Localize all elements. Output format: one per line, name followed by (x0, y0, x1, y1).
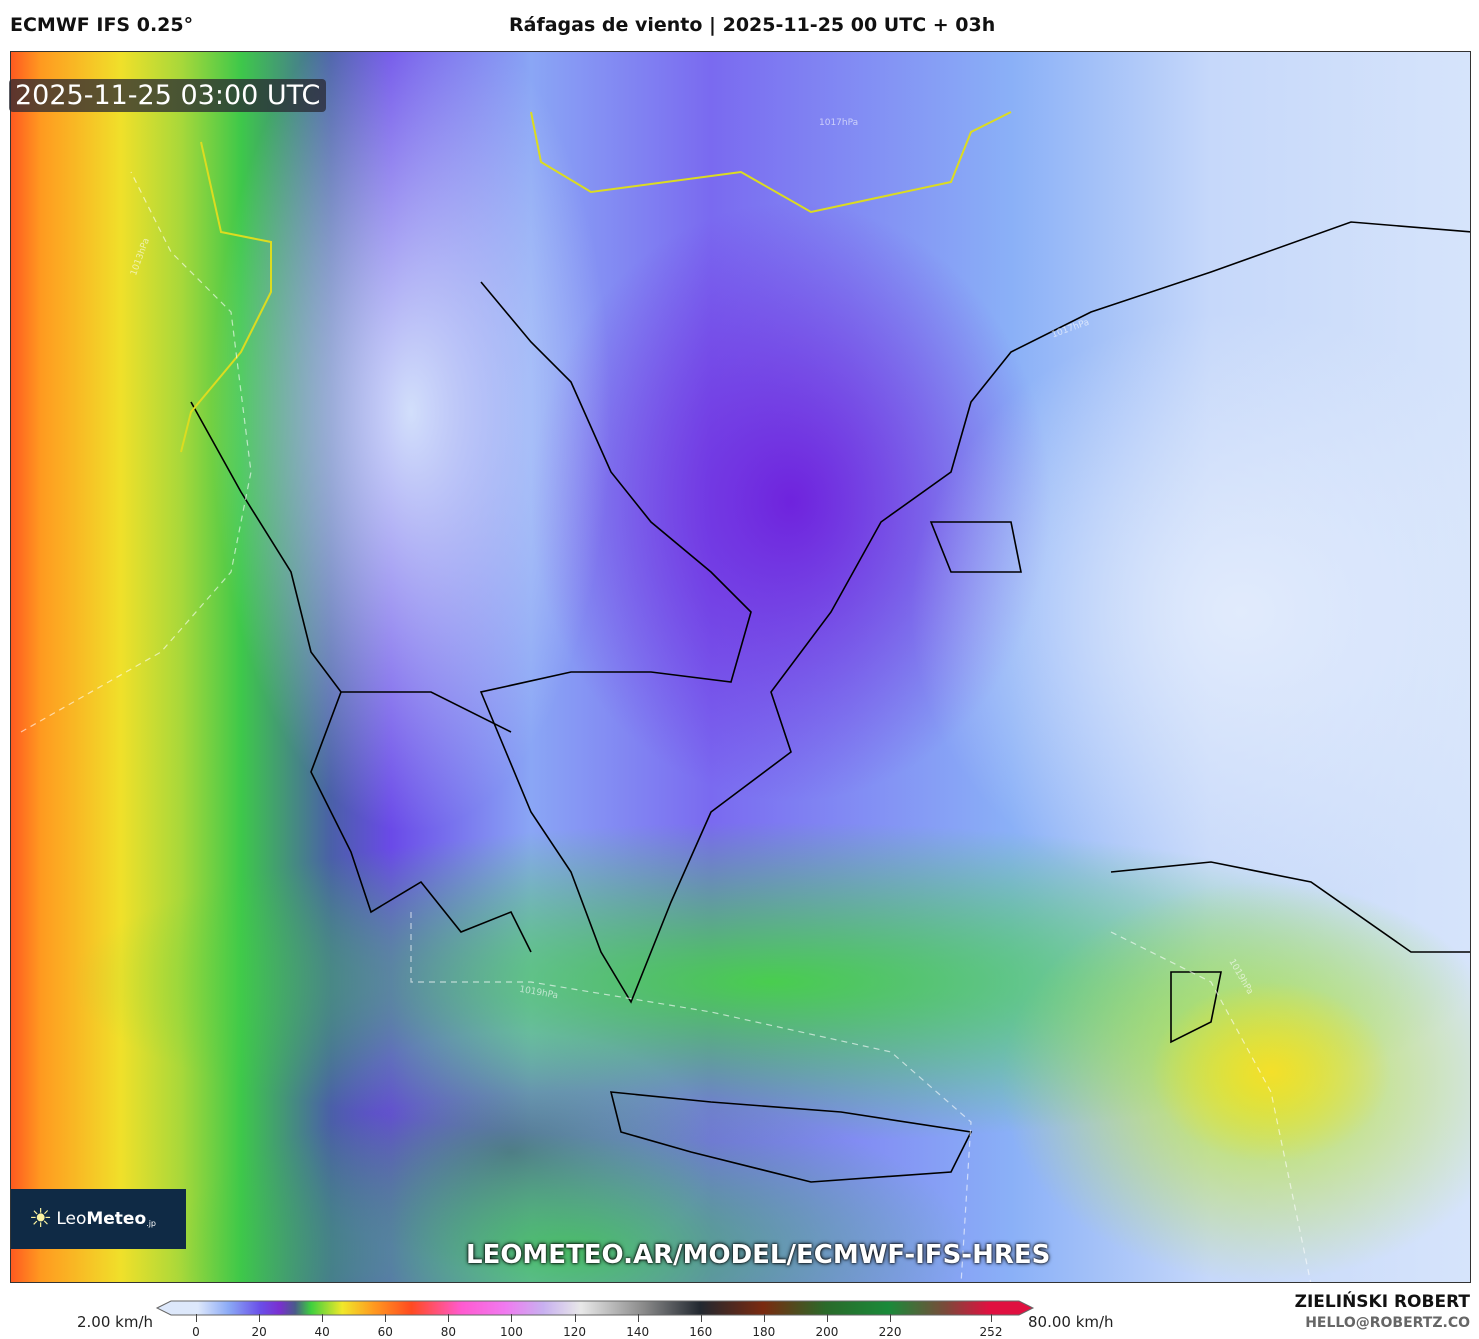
colorbar-tick-label: 160 (689, 1325, 713, 1339)
colorbar-tick-mark (511, 1314, 513, 1322)
colorbar-tick-mark (991, 1314, 992, 1322)
colorbar-tick-mark (385, 1314, 387, 1322)
colorbar-tick-label: 100 (500, 1325, 523, 1339)
logo-text-bold: Meteo (86, 1209, 147, 1229)
colorbar-tick-label: 200 (815, 1325, 839, 1339)
colorbar-tick-mark (826, 1314, 828, 1322)
isobar-label: 1017hPa (819, 118, 859, 128)
model-name: ECMWF IFS 0.25° (10, 14, 194, 36)
colorbar-tick-mark (890, 1314, 892, 1322)
colorbar-tick-mark (259, 1314, 261, 1322)
colorbar-tick-mark (448, 1314, 450, 1322)
colorbar-tick-mark (763, 1314, 765, 1322)
valid-time-label: 2025-11-25 03:00 UTC (9, 79, 327, 112)
sun-icon: ☀ (29, 1204, 53, 1234)
colorbar (155, 1300, 1035, 1316)
colorbar-tick-label: 252 (979, 1325, 1003, 1339)
colorbar-tick-mark (700, 1314, 702, 1322)
colorbar-tick-label: 180 (752, 1325, 776, 1339)
colorbar-tick-label: 20 (251, 1325, 267, 1339)
colorbar-tick-mark (196, 1314, 197, 1322)
coastlines (20, 111, 1470, 1282)
logo-suffix: .jp (146, 1218, 156, 1228)
colorbar-tick-mark (322, 1314, 324, 1322)
source-url[interactable]: LEOMETEO.AR/MODEL/ECMWF-IFS-HRES (466, 1240, 1051, 1270)
wind-gust-map[interactable]: 1017hPa 1013hPa 1019hPa 1017hPa 1019hPa (10, 51, 1471, 1283)
colorbar-tick-label: 40 (314, 1325, 330, 1339)
author-credit: ZIELIŃSKI ROBERT (1294, 1292, 1470, 1312)
map-title: Ráfagas de viento | 2025-11-25 00 UTC + … (509, 14, 996, 36)
colorbar-max-label: 80.00 km/h (1028, 1313, 1114, 1331)
colorbar-tick-mark (574, 1314, 576, 1322)
leometeo-logo[interactable]: ☀ Leo Meteo .jp (11, 1189, 186, 1249)
colorbar-tick-mark (637, 1314, 639, 1322)
colorbar-tick-label: 0 (192, 1325, 200, 1339)
colorbar-tick-label: 140 (626, 1325, 650, 1339)
colorbar-tick-label: 120 (563, 1325, 587, 1339)
logo-text-light: Leo (56, 1209, 87, 1229)
author-email[interactable]: HELLO@ROBERTZ.CO (1305, 1315, 1470, 1331)
colorbar-tick-label: 220 (878, 1325, 902, 1339)
colorbar-tick-label: 80 (440, 1325, 457, 1339)
colorbar-min-label: 2.00 km/h (77, 1313, 154, 1331)
colorbar-tick-label: 60 (377, 1325, 393, 1339)
